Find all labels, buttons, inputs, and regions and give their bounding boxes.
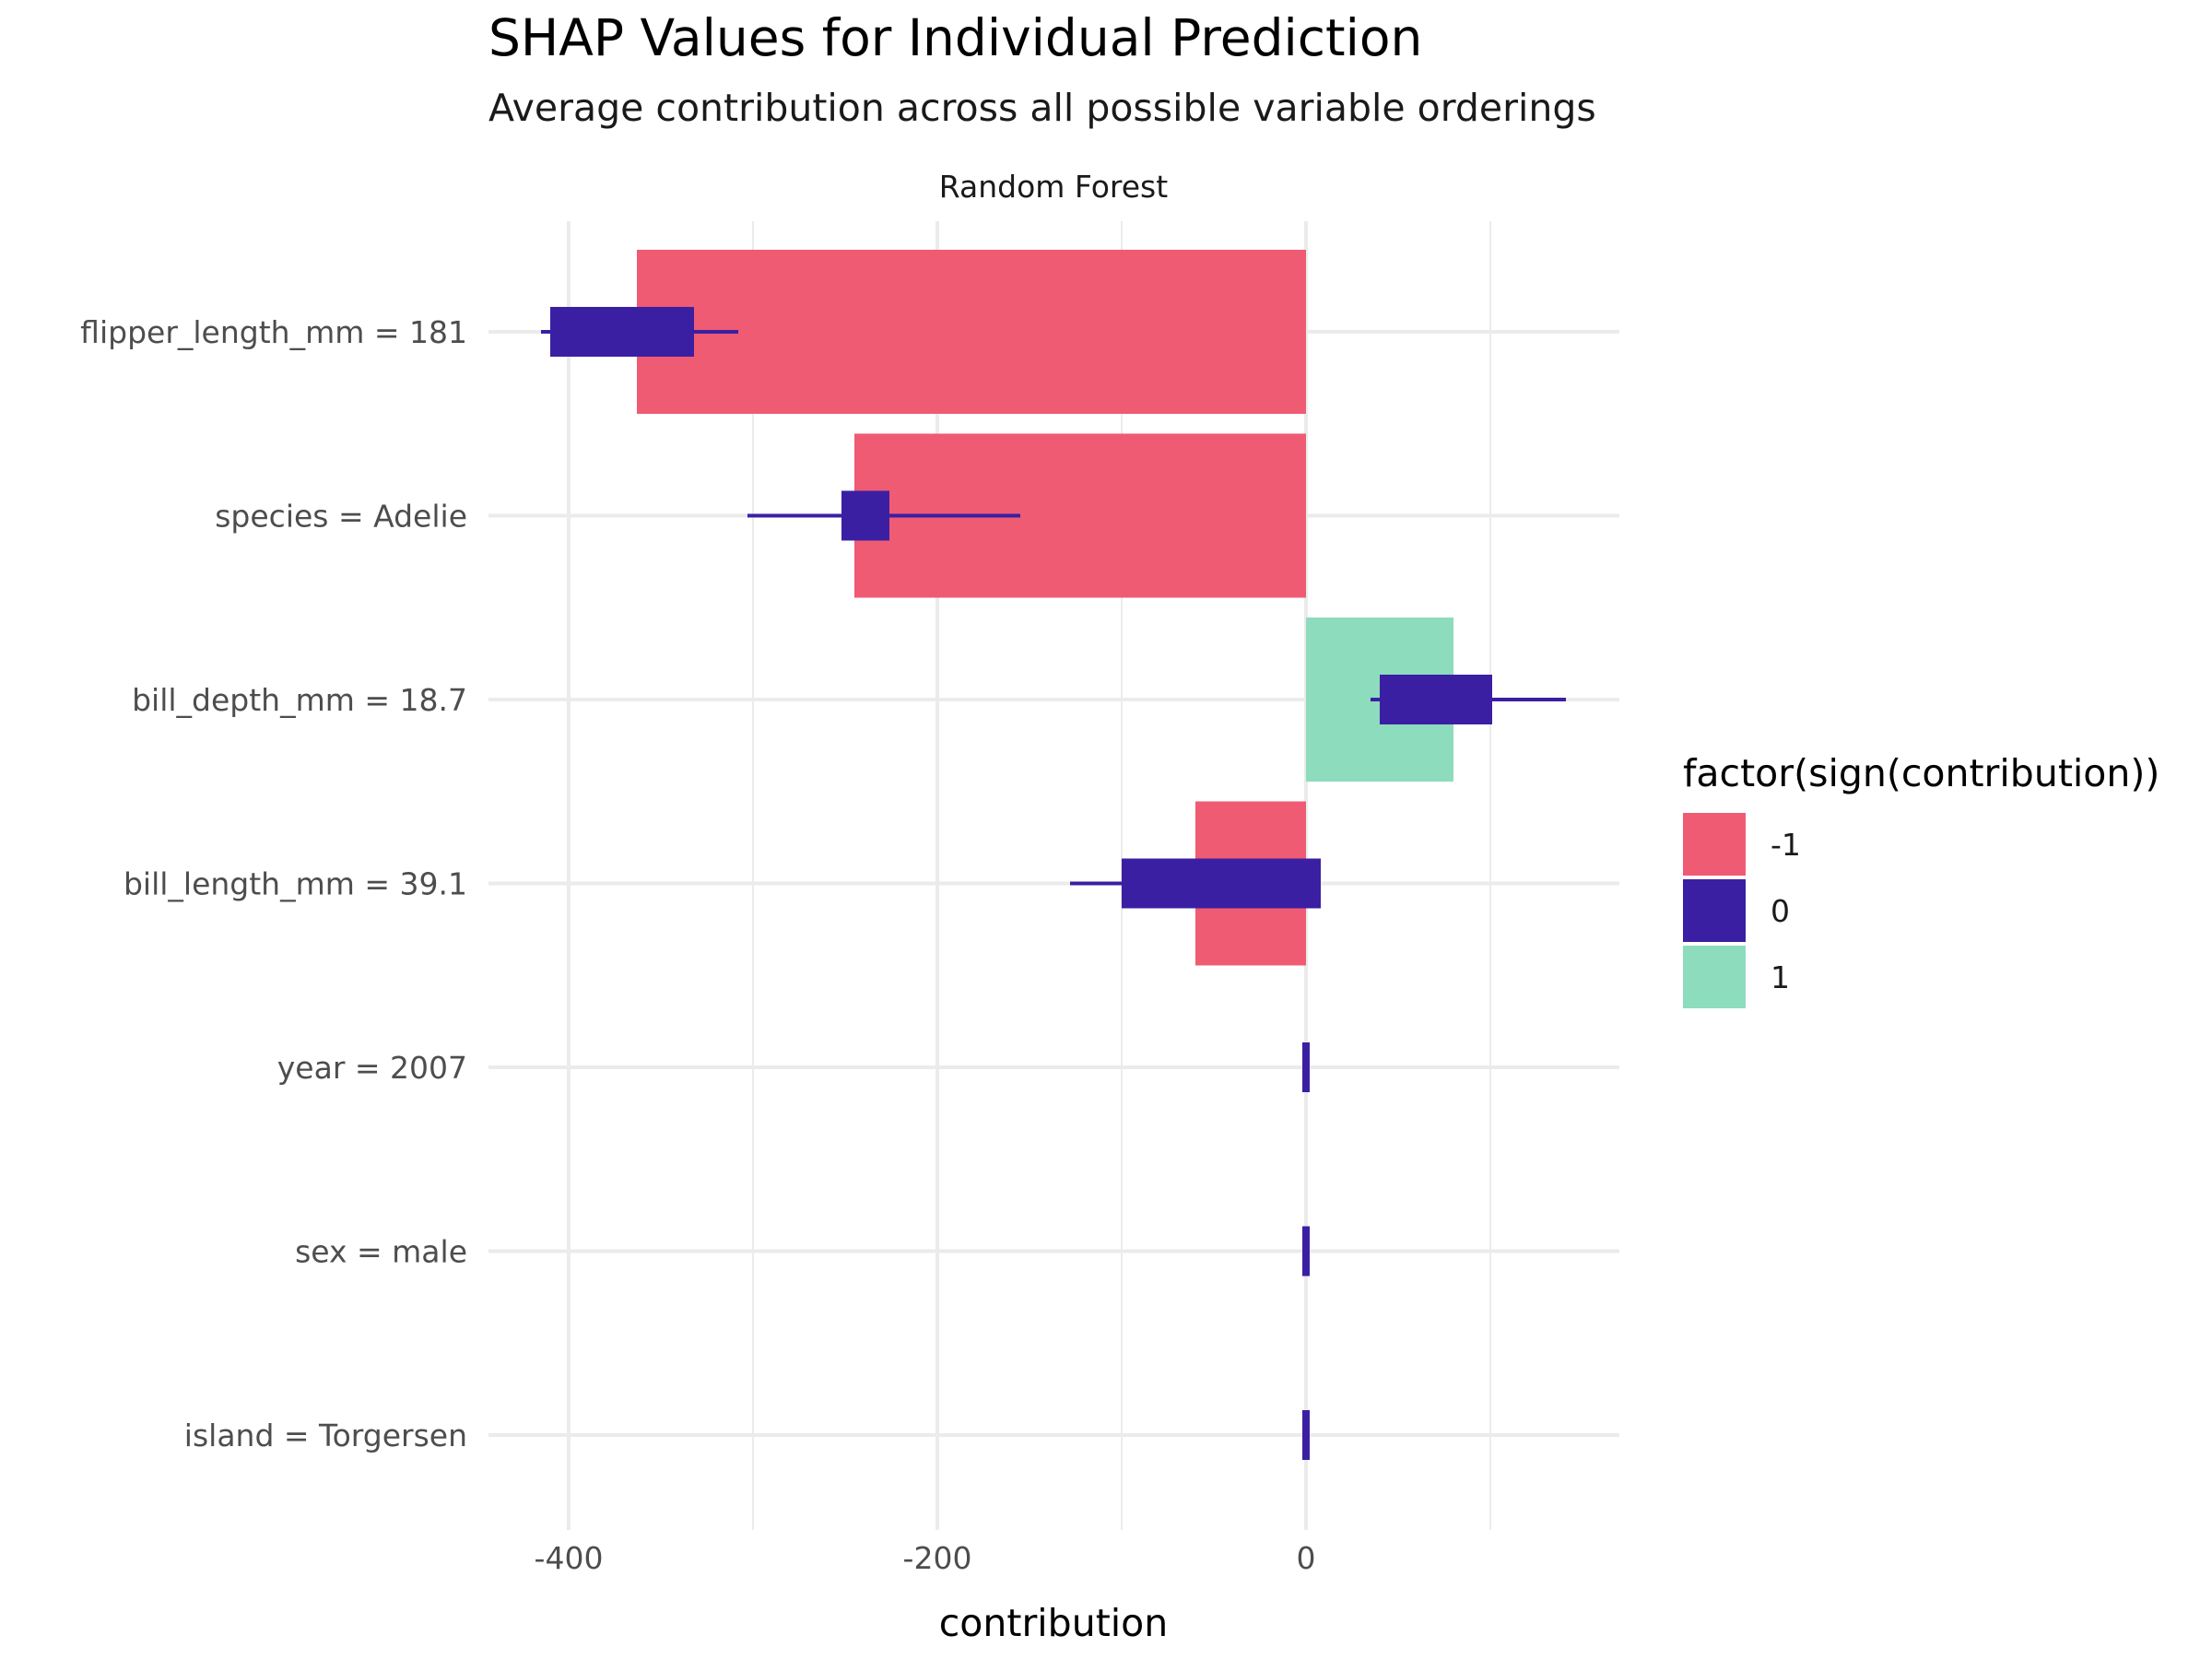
boxplot-box — [1302, 1226, 1310, 1277]
boxplots — [541, 307, 1566, 1460]
legend-title: factor(sign(contribution)) — [1683, 751, 2159, 795]
y-tick-label: sex = male — [295, 1234, 467, 1270]
x-axis-title: contribution — [939, 1601, 1168, 1645]
y-tick-label: bill_length_mm = 39.1 — [124, 866, 467, 902]
boxplot-box — [1302, 1042, 1310, 1092]
chart-title: SHAP Values for Individual Prediction — [488, 8, 1422, 67]
legend-key — [1683, 879, 1746, 942]
legend-label: 0 — [1771, 893, 1790, 929]
contribution-bars — [637, 250, 1453, 966]
y-tick-label: year = 2007 — [277, 1050, 467, 1086]
legend-label: -1 — [1771, 827, 1801, 863]
boxplot-box — [841, 490, 889, 541]
boxplot-box — [1380, 675, 1492, 724]
legend-label: 1 — [1771, 959, 1790, 995]
y-tick-label: island = Torgersen — [184, 1418, 467, 1453]
x-tick-label: 0 — [1297, 1540, 1316, 1576]
grid-lines — [488, 221, 1619, 1530]
y-tick-label: flipper_length_mm = 181 — [80, 314, 467, 350]
legend: factor(sign(contribution)) -1 0 1 — [1683, 751, 2159, 1008]
facet-strip-label: Random Forest — [939, 169, 1168, 205]
legend-key — [1683, 946, 1746, 1008]
chart-subtitle: Average contribution across all possible… — [488, 86, 1596, 130]
boxplot-box — [550, 307, 694, 357]
y-axis-labels: flipper_length_mm = 181 species = Adelie b… — [80, 314, 467, 1453]
legend-key — [1683, 813, 1746, 876]
y-tick-label: species = Adelie — [215, 499, 467, 535]
contribution-bar — [637, 250, 1306, 414]
y-tick-label: bill_depth_mm = 18.7 — [132, 682, 467, 718]
x-tick-label: -400 — [535, 1540, 604, 1576]
x-tick-label: -200 — [903, 1540, 972, 1576]
boxplot-box — [1122, 858, 1321, 909]
x-axis-labels: -400 -200 0 — [535, 1540, 1316, 1576]
boxplot-box — [1302, 1410, 1310, 1460]
